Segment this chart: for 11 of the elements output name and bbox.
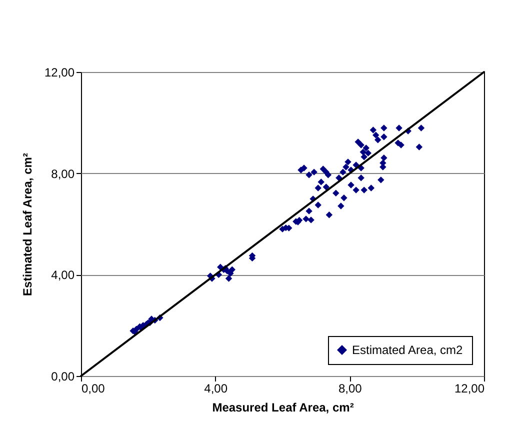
legend-label: Estimated Area, cm2: [352, 343, 464, 357]
y-tick-label: 8,00: [51, 166, 75, 181]
y-tick-label: 12,00: [44, 66, 75, 80]
y-axis-title: Estimated Leaf Area, cm²: [20, 153, 34, 296]
x-axis-title: Measured Leaf Area, cm²: [212, 400, 354, 414]
x-tick-label: 4,00: [204, 382, 228, 396]
x-tick-label: 0,00: [82, 382, 106, 396]
y-tick-label: 4,00: [51, 268, 75, 282]
x-tick-label: 12,00: [454, 382, 485, 396]
x-tick-label: 8,00: [338, 382, 362, 396]
y-tick-label: 0,00: [51, 370, 75, 384]
